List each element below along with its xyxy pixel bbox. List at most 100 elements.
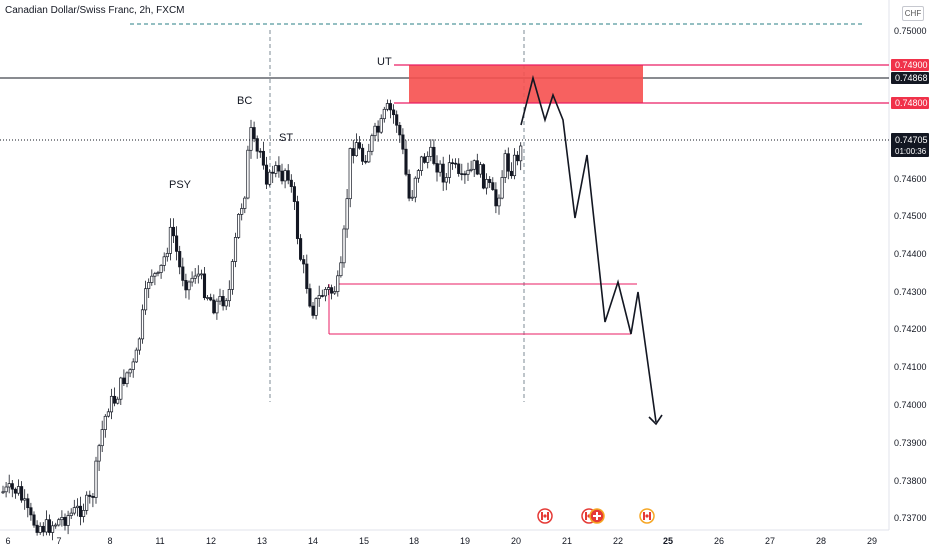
candle-body [184,280,188,291]
candle-body [435,163,439,173]
event-marker-canada-flag-icon[interactable] [639,508,655,524]
candle-body [7,483,11,488]
candle-body [109,395,114,413]
svg-text:0.74868: 0.74868 [895,73,928,83]
annotation-bc: BC [237,95,252,107]
candle-body [26,498,30,509]
currency-label[interactable]: CHF [902,6,924,21]
annotation-st: ST [279,132,293,144]
candle-body [392,109,396,116]
candle-body [441,163,445,183]
candle-body [29,507,33,516]
candle-body [20,486,24,501]
y-tick-label: 0.74100 [894,362,927,372]
candle-body [475,160,479,175]
candle-body [168,226,172,254]
x-tick-label: 29 [867,536,877,546]
candle-body [23,498,27,501]
candle-body [283,170,287,182]
candle-body [261,150,265,166]
y-tick-label: 0.74600 [894,174,927,184]
candle-body [326,287,331,290]
candle-body [202,273,207,299]
y-tick-label: 0.74400 [894,249,927,259]
candle-body [395,114,399,126]
candle-body [175,235,179,252]
candle-body [134,349,138,363]
x-tick-label: 11 [155,536,164,546]
candle-body [47,519,52,533]
candle-body [137,338,141,351]
candle-body [4,486,8,493]
candle-body [255,138,259,152]
x-tick-label: 22 [613,536,623,546]
x-tick-label: 6 [5,536,10,546]
candle-body [230,261,234,290]
candle-body [125,372,129,385]
event-marker-swiss-flag-icon[interactable] [589,508,605,524]
candle-body [450,162,455,165]
candle-body [280,170,284,182]
candle-body [66,515,70,526]
candle-body [426,156,430,163]
y-tick-label: 0.74200 [894,324,927,334]
y-axis: 0.75000 0.74600 0.74500 0.74400 0.74300 … [894,26,927,523]
candle-body [131,361,135,370]
candle-body [447,162,451,178]
candle-body [494,189,498,207]
candle-body [385,103,389,110]
candle-body [345,198,349,230]
candle-body [178,251,182,268]
candle-body [116,398,120,404]
candle-body [88,494,92,497]
candle-body [413,177,417,198]
candle-body [429,146,433,157]
price-badge-last-close: 0.74868 [891,72,929,84]
y-tick-label: 0.75000 [894,26,927,36]
svg-text:0.74900: 0.74900 [895,60,928,70]
candle-body [150,275,154,283]
candle-body [488,179,492,183]
price-badge-current: 0.74705 01:00:36 [891,133,929,157]
x-tick-label: 20 [511,536,521,546]
event-marker-canada-flag-icon[interactable] [537,508,553,524]
candle-body [454,162,458,165]
candle-body [128,369,132,374]
candle-body [119,377,123,400]
candle-body [323,289,327,297]
supply-zone[interactable] [409,65,643,103]
candle-body [38,525,42,533]
candle-body [122,377,126,385]
candle-body [193,275,197,279]
candle-body [153,273,157,277]
candle-body [277,165,281,172]
candle-body [60,517,64,521]
candle-body [35,524,39,533]
x-tick-label-bold: 25 [663,536,673,546]
candle-body [512,154,517,177]
candle-body [382,108,386,120]
candle-body [106,411,110,417]
candle-body [305,263,309,289]
candle-body [423,156,427,163]
candle-body [401,134,405,150]
candle-body [113,395,117,404]
candle-body [72,507,76,514]
candle-body [78,505,83,517]
candle-body [249,127,253,151]
candle-body [509,170,513,177]
candle-body [94,460,98,498]
candle-body [348,148,352,200]
symbol-title[interactable]: Canadian Dollar/Swiss Franc, 2h, FXCM [5,5,185,16]
candle-body [271,171,275,174]
x-tick-label: 8 [107,536,112,546]
candle-body [519,145,523,162]
candle-body [460,173,464,175]
candle-body [302,259,306,265]
candle-body [240,208,244,215]
candle-body [292,186,296,202]
candle-body [41,525,45,533]
projected-path [520,74,657,423]
candle-body [57,519,61,526]
